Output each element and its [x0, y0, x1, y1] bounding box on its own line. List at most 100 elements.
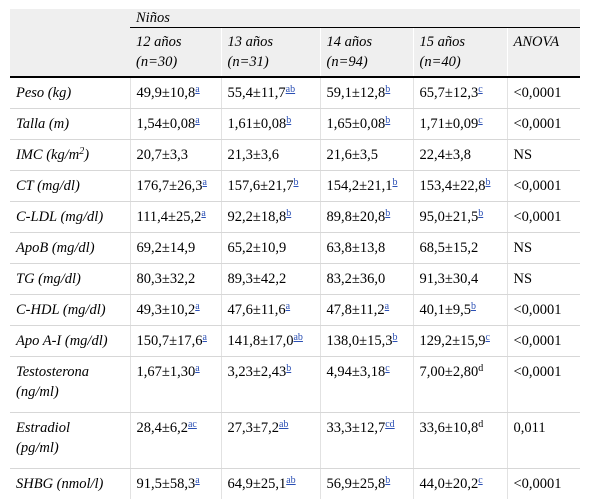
table-cell: 27,3±7,2ab	[221, 413, 320, 469]
footnote-link[interactable]: b	[478, 208, 483, 219]
table-cell: 176,7±26,3a	[130, 171, 221, 202]
footnote-link[interactable]: b	[485, 177, 490, 188]
row-label: ApoB (mg/dl)	[10, 233, 130, 264]
table-cell: 91,5±58,3a	[130, 469, 221, 499]
anova-cell: NS	[507, 233, 580, 264]
table-cell: 69,2±14,9	[130, 233, 221, 264]
table-cell: 89,3±42,2	[221, 264, 320, 295]
anova-cell: <0,0001	[507, 77, 580, 109]
table-cell: 141,8±17,0ab	[221, 326, 320, 357]
footnote-link[interactable]: ab	[293, 332, 302, 343]
footnote-link[interactable]: a	[202, 332, 206, 343]
table-cell: 111,4±25,2a	[130, 202, 221, 233]
footnote-link[interactable]: c	[478, 475, 482, 486]
table-cell: 49,9±10,8a	[130, 77, 221, 109]
footnote-link[interactable]: b	[286, 363, 291, 374]
footnote-link[interactable]: a	[195, 115, 199, 126]
footnote-link[interactable]: cd	[385, 419, 394, 430]
col-header-anova: ANOVA	[507, 28, 580, 78]
footnote-link[interactable]: ac	[188, 419, 197, 430]
footnote-mark: d	[478, 419, 483, 430]
anova-cell: NS	[507, 140, 580, 171]
footnote-link[interactable]: a	[385, 301, 389, 312]
row-label: Talla (m)	[10, 109, 130, 140]
footnote-link[interactable]: b	[385, 115, 390, 126]
footnote-link[interactable]: b	[286, 208, 291, 219]
footnote-link[interactable]: c	[385, 363, 389, 374]
anova-cell: 0,011	[507, 413, 580, 469]
anova-cell: <0,0001	[507, 202, 580, 233]
footnote-link[interactable]: b	[293, 177, 298, 188]
row-label: IMC (kg/m2)	[10, 140, 130, 171]
footnote-link[interactable]: ab	[286, 475, 295, 486]
table-cell: 33,6±10,8d	[413, 413, 507, 469]
anova-cell: <0,0001	[507, 469, 580, 499]
row-label: C-HDL (mg/dl)	[10, 295, 130, 326]
table-cell: 68,5±15,2	[413, 233, 507, 264]
row-label: Estradiol(pg/ml)	[10, 413, 130, 469]
col-header-13: 13 años(n=31)	[221, 28, 320, 78]
footnote-link[interactable]: a	[195, 363, 199, 374]
table-cell: 91,3±30,4	[413, 264, 507, 295]
table-cell: 129,2±15,9c	[413, 326, 507, 357]
table-cell: 4,94±3,18c	[320, 357, 413, 413]
table-cell: 55,4±11,7ab	[221, 77, 320, 109]
footnote-link[interactable]: b	[392, 177, 397, 188]
row-label: SHBG (nmol/l)	[10, 469, 130, 499]
footnote-mark: d	[478, 363, 483, 374]
table-cell: 33,3±12,7cd	[320, 413, 413, 469]
footnote-link[interactable]: a	[286, 301, 290, 312]
footnote-link[interactable]: ab	[279, 419, 288, 430]
anova-cell: <0,0001	[507, 171, 580, 202]
row-label: Testosterona(ng/ml)	[10, 357, 130, 413]
table-cell: 44,0±20,2c	[413, 469, 507, 499]
table-cell: 65,7±12,3c	[413, 77, 507, 109]
footnote-link[interactable]: a	[195, 84, 199, 95]
footnote-link[interactable]: a	[195, 301, 199, 312]
table-cell: 1,67±1,30a	[130, 357, 221, 413]
table-cell: 22,4±3,8	[413, 140, 507, 171]
row-label: CT (mg/dl)	[10, 171, 130, 202]
row-label: TG (mg/dl)	[10, 264, 130, 295]
anova-cell: <0,0001	[507, 295, 580, 326]
table-cell: 1,71±0,09c	[413, 109, 507, 140]
footnote-link[interactable]: b	[392, 332, 397, 343]
table-cell: 150,7±17,6a	[130, 326, 221, 357]
table-cell: 47,8±11,2a	[320, 295, 413, 326]
table-cell: 20,7±3,3	[130, 140, 221, 171]
footnote-link[interactable]: ab	[286, 84, 295, 95]
footnote-link[interactable]: a	[201, 208, 205, 219]
footnote-link[interactable]: c	[478, 84, 482, 95]
footnote-link[interactable]: b	[385, 475, 390, 486]
row-label: C-LDL (mg/dl)	[10, 202, 130, 233]
table-cell: 64,9±25,1ab	[221, 469, 320, 499]
col-header-14: 14 años(n=94)	[320, 28, 413, 78]
footnote-link[interactable]: c	[485, 332, 489, 343]
footnote-link[interactable]: b	[385, 208, 390, 219]
table-cell: 21,3±3,6	[221, 140, 320, 171]
footnote-link[interactable]: b	[385, 84, 390, 95]
footnote-link[interactable]: a	[202, 177, 206, 188]
footnote-link[interactable]: b	[286, 115, 291, 126]
header-row-group: Niños	[10, 9, 580, 28]
table-cell: 47,6±11,6a	[221, 295, 320, 326]
col-header-12: 12 años(n=30)	[130, 28, 221, 78]
footnote-link[interactable]: c	[478, 115, 482, 126]
footnote-link[interactable]: a	[195, 475, 199, 486]
table-cell: 49,3±10,2a	[130, 295, 221, 326]
table-cell: 83,2±36,0	[320, 264, 413, 295]
row-label: Peso (kg)	[10, 77, 130, 109]
anova-cell: <0,0001	[507, 357, 580, 413]
table-cell: 154,2±21,1b	[320, 171, 413, 202]
table-cell: 59,1±12,8b	[320, 77, 413, 109]
table-cell: 56,9±25,8b	[320, 469, 413, 499]
footnote-link[interactable]: b	[471, 301, 476, 312]
data-table: Niños 12 años(n=30) 13 años(n=31) 14 año…	[10, 9, 580, 499]
table-cell: 80,3±32,2	[130, 264, 221, 295]
